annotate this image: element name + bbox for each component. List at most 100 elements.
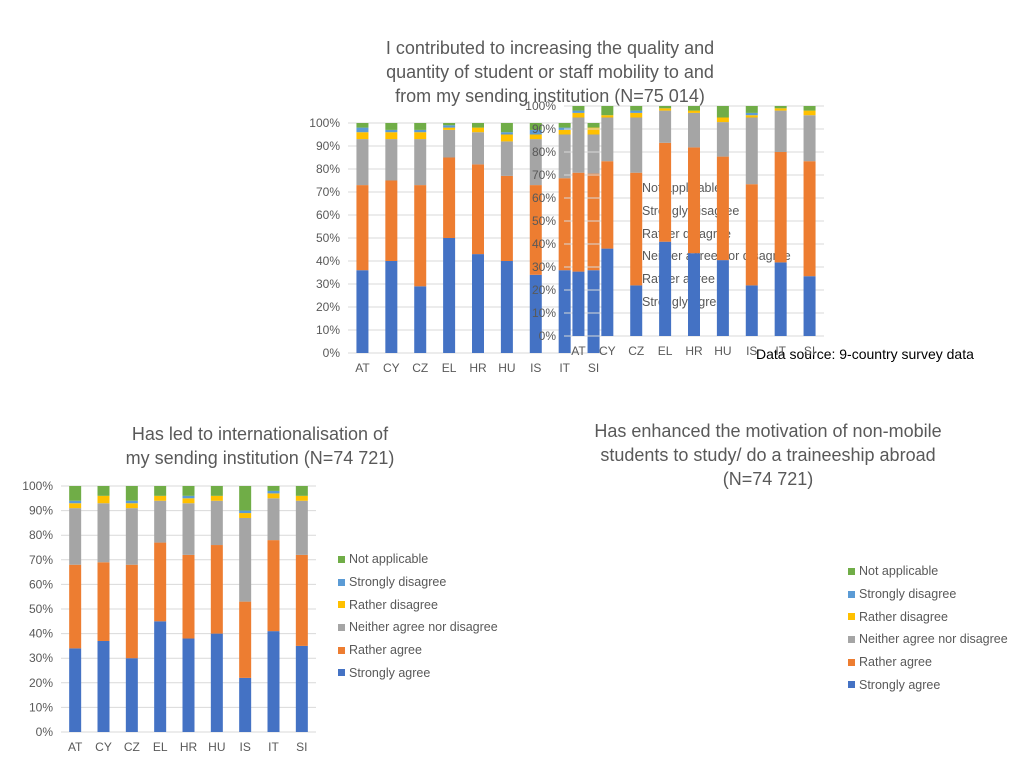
x-tick-label: CY	[599, 344, 616, 358]
bar-segment-not-applicable	[356, 123, 369, 128]
bar-segment-rather-disagree	[529, 134, 542, 140]
chart-title: Has led to internationalisation of my se…	[60, 422, 460, 470]
bar-segment-not-applicable	[414, 123, 427, 130]
x-tick-label: EL	[153, 740, 168, 754]
bar-segment-neither	[356, 139, 369, 186]
bar-segment-neither	[472, 132, 484, 165]
bar-segment-rather-disagree	[688, 110, 700, 113]
chart-plot: 0% 10% 20% 30% 40% 50% 60% 70% 80% 90% 100% AT CY CZ E…	[525, 99, 824, 358]
bar-segment-rather-agree	[154, 542, 167, 622]
bar-segment-not-applicable	[572, 106, 585, 111]
y-tick-label: 0%	[539, 329, 557, 343]
bar-segment-rather-agree	[210, 545, 223, 634]
y-tick-label: 30%	[316, 277, 340, 291]
bar-segment-not-applicable	[558, 123, 571, 128]
bar-segment-not-applicable	[587, 123, 600, 128]
y-tick-label: 90%	[29, 504, 53, 518]
bar-segment-rather-agree	[125, 564, 138, 659]
bar-segment-neither	[182, 503, 195, 555]
y-tick-label: 60%	[316, 208, 340, 222]
legend-item: Neither agree nor disagree	[631, 245, 791, 268]
legend-swatch	[338, 623, 345, 631]
bar-segment-rather-agree	[69, 564, 82, 649]
bar-segment-strongly-agree	[587, 270, 600, 353]
bar-segment-rather-disagree	[558, 129, 571, 135]
bar-segment-neither	[295, 500, 308, 555]
bar-segment-neither	[587, 134, 600, 174]
x-tick-label: CZ	[628, 344, 644, 358]
bar-segment-rather-disagree	[125, 503, 138, 509]
bar-segment-not-applicable	[630, 106, 643, 111]
bar-segment-rather-agree	[745, 184, 758, 286]
bar-segment-rather-agree	[659, 142, 672, 242]
legend-item: Rather disagree	[848, 605, 1008, 628]
legend-swatch	[338, 601, 345, 609]
legend-label: Not applicable	[642, 181, 722, 196]
bar-segment-neither	[774, 110, 787, 152]
bar-segment-rather-disagree	[803, 110, 816, 116]
legend-item: Not applicable	[338, 548, 498, 571]
x-tick-label: HU	[498, 361, 515, 375]
y-tick-label: 90%	[532, 122, 556, 136]
bar-segment-rather-disagree	[210, 495, 223, 501]
chart-mobility-quality: I contributed to increasing the quality …	[309, 38, 791, 375]
legend-label: Rather agree	[859, 655, 932, 670]
bar-segment-neither	[803, 115, 816, 162]
bar-segment-not-applicable	[97, 486, 110, 496]
chart-title: Has enhanced the motivation of non-mobil…	[518, 419, 1018, 491]
legend-item: Neither agree nor disagree	[338, 616, 498, 639]
legend-label: Strongly disagree	[859, 587, 957, 602]
bar-segment-rather-agree	[443, 157, 456, 238]
x-tick-label: CZ	[412, 361, 428, 375]
bar-segment-strongly-agree	[267, 631, 280, 732]
bar-segment-strongly-agree	[385, 261, 398, 353]
bar-segment-rather-disagree	[472, 127, 484, 133]
bar-segment-not-applicable	[182, 486, 195, 496]
bar-segment-strongly-agree	[630, 285, 643, 336]
legend-item: Strongly agree	[631, 290, 791, 313]
x-tick-label: CZ	[124, 740, 140, 754]
y-tick-label: 0%	[36, 725, 54, 739]
bar-segment-neither	[659, 110, 672, 143]
x-tick-label: EL	[658, 344, 673, 358]
bar-segment-rather-disagree	[414, 132, 427, 140]
bar-segment-rather-disagree	[69, 503, 82, 509]
y-tick-label: 40%	[532, 237, 556, 251]
bar-segment-strongly-agree	[500, 261, 513, 353]
legend-item: Rather agree	[338, 639, 498, 662]
x-tick-label: IS	[746, 344, 757, 358]
x-tick-label: CY	[95, 740, 112, 754]
y-tick-label: 90%	[316, 139, 340, 153]
bar-segment-strongly-disagree	[239, 510, 252, 514]
bar-segment-strongly-agree	[414, 286, 427, 353]
legend-label: Strongly agree	[859, 677, 941, 692]
legend-swatch	[848, 635, 855, 643]
bar-segment-strongly-disagree	[500, 132, 513, 135]
bar-segment-not-applicable	[443, 123, 456, 126]
y-tick-label: 80%	[316, 162, 340, 176]
bar-segment-rather-disagree	[97, 495, 110, 504]
bar-segment-neither	[716, 122, 729, 157]
chart-legend: Not applicable Strongly disagree Rather di…	[338, 548, 498, 684]
y-tick-label: 100%	[309, 116, 340, 130]
bar-segment-rather-agree	[803, 161, 816, 277]
y-tick-label: 10%	[532, 306, 556, 320]
legend-item: Rather disagree	[631, 222, 791, 245]
x-tick-label: SI	[296, 740, 307, 754]
bar-segment-rather-agree	[356, 185, 369, 271]
y-tick-label: 70%	[316, 185, 340, 199]
legend-swatch	[848, 613, 855, 621]
bar-segment-not-applicable	[239, 486, 252, 511]
bar-segment-strongly-disagree	[529, 129, 542, 135]
bar-segment-neither	[69, 508, 82, 565]
x-tick-label: AT	[571, 344, 586, 358]
bar-segment-not-applicable	[659, 106, 672, 109]
bar-segment-rather-agree	[529, 185, 542, 275]
bar-segment-strongly-agree	[745, 285, 758, 336]
y-tick-label: 0%	[323, 346, 341, 360]
x-tick-label: SI	[588, 361, 599, 375]
bar-segment-rather-agree	[414, 185, 427, 287]
bar-segment-neither	[97, 503, 110, 563]
bar-segment-strongly-disagree	[267, 490, 280, 494]
bar-segment-rather-disagree	[443, 127, 456, 130]
